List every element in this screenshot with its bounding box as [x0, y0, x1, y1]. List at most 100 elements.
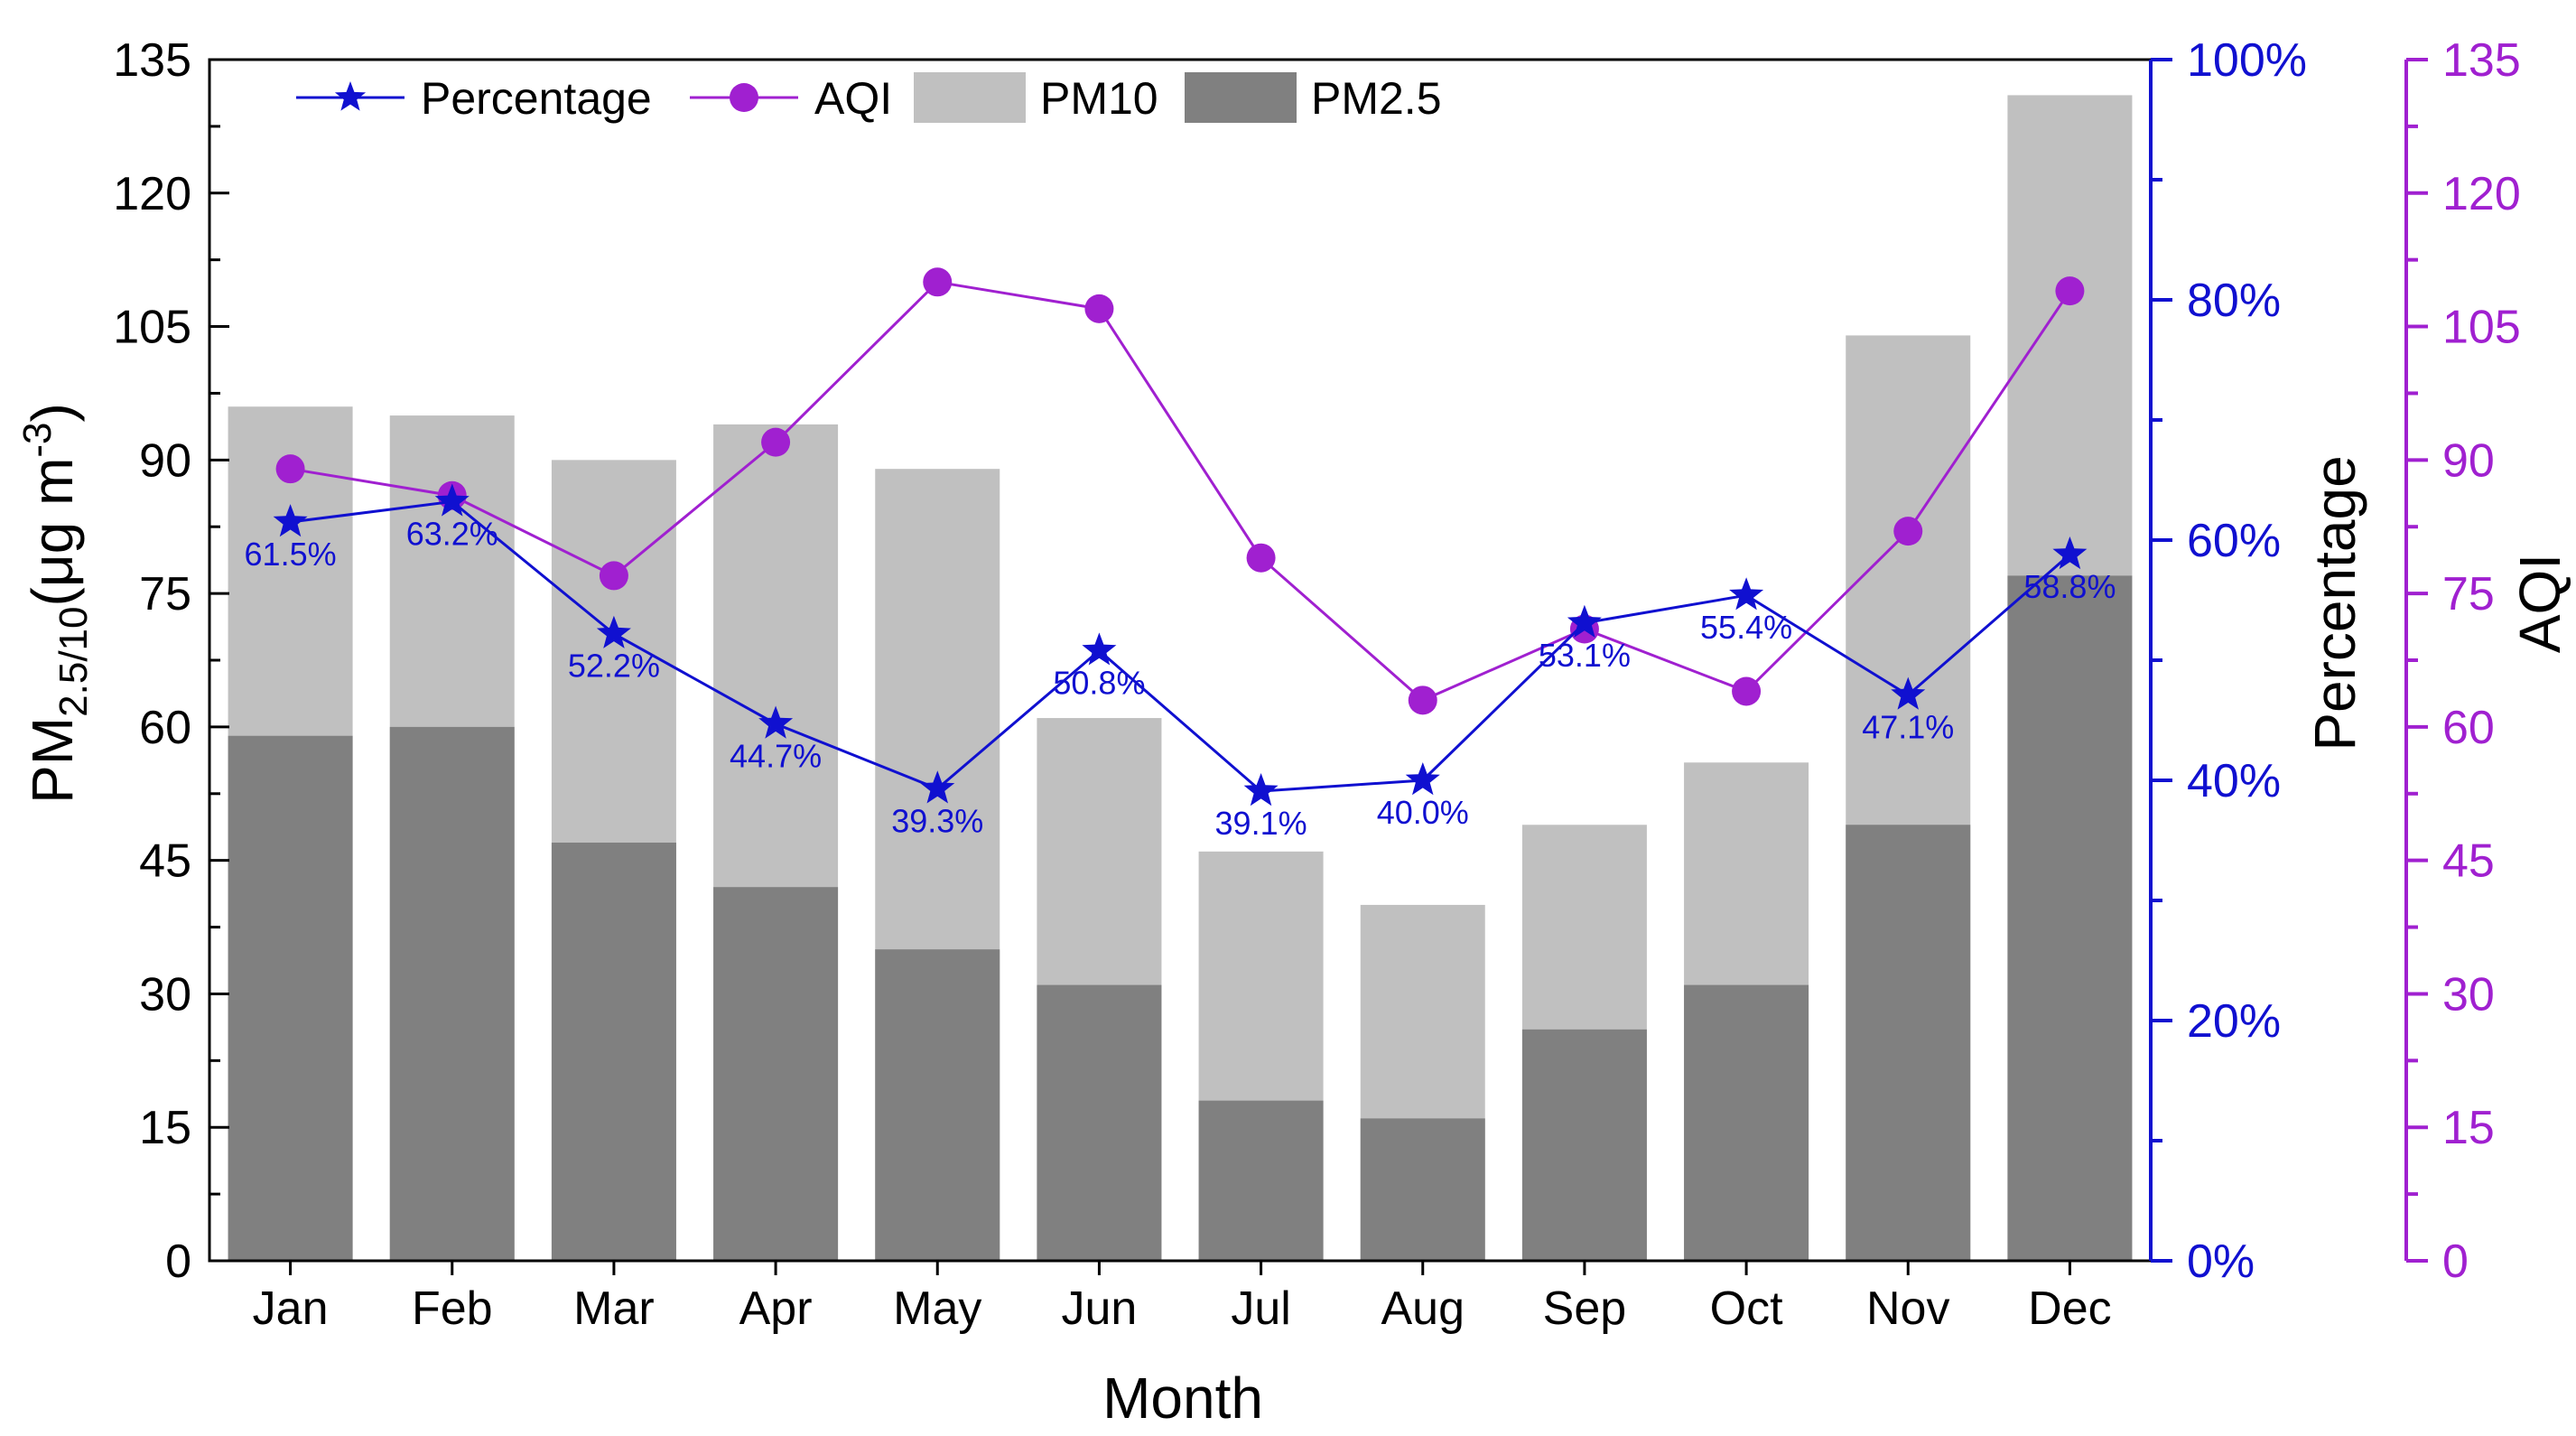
legend-label-pm25: PM2.5 — [1311, 73, 1442, 124]
left-tick-label: 15 — [139, 1102, 191, 1154]
legend-percentage-marker — [334, 81, 367, 111]
legend-label-percentage: Percentage — [421, 73, 652, 124]
percentage-tick-label: 20% — [2187, 995, 2281, 1048]
x-tick-label-mar: Mar — [573, 1282, 655, 1335]
left-tick-label: 45 — [139, 835, 191, 888]
pm25-bar-nov — [1846, 825, 1971, 1261]
percentage-label-mar: 52.2% — [568, 648, 660, 685]
left-tick-label: 135 — [113, 34, 191, 87]
percentage-point-may — [920, 770, 955, 804]
x-tick-label-dec: Dec — [2028, 1282, 2111, 1335]
percentage-point-aug — [1405, 762, 1440, 796]
aqi-point-aug — [1408, 685, 1437, 715]
x-tick-label-feb: Feb — [412, 1282, 493, 1335]
x-tick-label-jun: Jun — [1061, 1282, 1137, 1335]
pm25-bar-feb — [389, 726, 515, 1261]
pm25-bar-oct — [1684, 984, 1809, 1261]
legend-pm10-swatch — [914, 72, 1026, 123]
percentage-tick-label: 80% — [2187, 275, 2281, 327]
aqi-point-jul — [1246, 543, 1276, 573]
x-tick-label-sep: Sep — [1543, 1282, 1627, 1335]
pm25-bar-may — [875, 949, 1000, 1261]
x-tick-label-oct: Oct — [1710, 1282, 1783, 1335]
legend: Percentage AQI PM10 PM2.5 — [296, 72, 1442, 124]
aqi-tick-label: 0 — [2442, 1236, 2469, 1288]
percentage-point-dec — [2052, 536, 2088, 570]
aqi-point-nov — [1893, 517, 1923, 546]
left-tick-label: 60 — [139, 702, 191, 754]
y-axis-title: PM2.5/10(μg m-3) — [15, 403, 96, 804]
aqi-tick-label: 60 — [2442, 702, 2495, 754]
pm25-bar-mar — [551, 842, 676, 1261]
percentage-label-jan: 61.5% — [245, 536, 337, 573]
left-y-axis: 0 15 30 45 60 75 90 105 120 135 — [113, 34, 229, 1288]
aqi-tick-label: 120 — [2442, 168, 2521, 220]
aqi-point-oct — [1732, 676, 1762, 706]
legend-aqi-marker — [730, 83, 758, 112]
left-tick-label: 90 — [139, 434, 191, 487]
aqi-point-dec — [2055, 276, 2085, 306]
left-tick-label: 30 — [139, 968, 191, 1021]
pm25-bar-jul — [1198, 1100, 1324, 1261]
x-tick-label-aug: Aug — [1381, 1282, 1465, 1335]
aqi-tick-label: 135 — [2442, 34, 2521, 87]
left-tick-label: 105 — [113, 302, 191, 354]
aqi-axis: 0 15 30 45 60 75 90 105 120 135 — [2404, 34, 2521, 1288]
pm25-bar-apr — [713, 887, 839, 1261]
percentage-data-labels: 61.5% 63.2% 52.2% 44.7% 39.3% 50.8% 39.1% 40.0%… — [245, 515, 2116, 842]
aqi-series — [275, 267, 2085, 715]
aqi-line — [290, 280, 2071, 703]
percentage-point-jul — [1243, 773, 1279, 807]
aqi-point-jan — [275, 454, 305, 484]
aqi-tick-label: 90 — [2442, 434, 2495, 487]
percentage-label-oct: 55.4% — [1700, 609, 1792, 646]
percentage-label-feb: 63.2% — [406, 515, 498, 552]
x-tick-label-nov: Nov — [1866, 1282, 1949, 1335]
pm25-bar-sep — [1521, 1029, 1647, 1261]
x-tick-label-apr: Apr — [739, 1282, 813, 1335]
aqi-point-jun — [1084, 294, 1114, 323]
percentage-label-may: 39.3% — [891, 802, 983, 839]
percentage-point-sep — [1567, 604, 1602, 638]
percentage-point-jan — [273, 504, 308, 537]
percentage-point-jun — [1082, 632, 1117, 666]
percentage-label-dec: 58.8% — [2023, 568, 2116, 605]
percentage-label-aug: 40.0% — [1377, 794, 1469, 831]
percentage-point-oct — [1729, 577, 1764, 611]
pm25-bar-aug — [1360, 1118, 1485, 1261]
aqi-axis-title: AQI — [2507, 554, 2572, 653]
left-tick-label: 75 — [139, 568, 191, 620]
percentage-line — [290, 499, 2071, 793]
percentage-point-nov — [1891, 676, 1926, 710]
percentage-point-feb — [434, 483, 470, 517]
pm25-bar-jan — [228, 735, 353, 1261]
aqi-point-may — [923, 267, 953, 297]
aqi-tick-label: 30 — [2442, 968, 2495, 1021]
percentage-label-jul: 39.1% — [1215, 805, 1307, 842]
percentage-label-jun: 50.8% — [1053, 664, 1145, 701]
percentage-axis: 0% 20% 40% 60% 80% 100% — [2149, 34, 2307, 1288]
x-tick-label-jul: Jul — [1231, 1282, 1290, 1335]
percentage-tick-label: 60% — [2187, 515, 2281, 567]
x-axis: Jan Feb Mar Apr May Jun Jul Aug Sep Oct Nov Dec — [253, 1261, 2112, 1335]
percentage-label-nov: 47.1% — [1862, 709, 1954, 746]
percentage-label-sep: 53.1% — [1539, 637, 1631, 674]
x-tick-label-jan: Jan — [253, 1282, 329, 1335]
percentage-tick-label: 0% — [2187, 1236, 2255, 1288]
percentage-label-apr: 44.7% — [730, 737, 822, 774]
aqi-tick-label: 75 — [2442, 568, 2495, 620]
percentage-tick-label: 40% — [2187, 755, 2281, 807]
percentage-point-mar — [596, 615, 631, 648]
aqi-tick-label: 45 — [2442, 835, 2495, 888]
left-tick-label: 120 — [113, 168, 191, 220]
percentage-point-apr — [758, 705, 794, 739]
legend-label-aqi: AQI — [814, 73, 892, 124]
x-tick-label-may: May — [893, 1282, 981, 1335]
pm25-bar-jun — [1037, 984, 1162, 1261]
aqi-tick-label: 105 — [2442, 302, 2521, 354]
pm25-bar-dec — [2007, 575, 2133, 1261]
percentage-series — [273, 483, 2088, 807]
aqi-point-apr — [761, 427, 791, 457]
pm25-bars — [209, 575, 2151, 1263]
